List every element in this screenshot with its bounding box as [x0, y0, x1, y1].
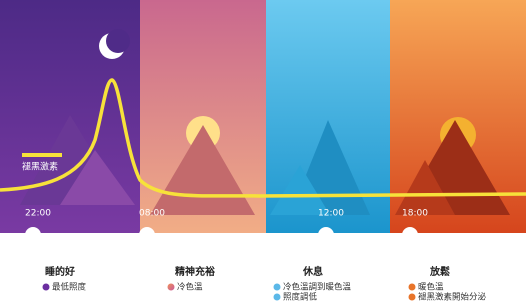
note: 最低照度	[52, 282, 87, 293]
time-marker	[25, 227, 41, 243]
time-label: 08:00	[139, 209, 165, 219]
note: 暖色溫	[418, 282, 444, 293]
note: 照度調低	[283, 292, 318, 303]
slot-title: 睡的好	[45, 265, 75, 278]
time-label: 22:00	[25, 209, 51, 219]
note-dot	[409, 284, 416, 291]
period-label: 黃昏	[423, 244, 443, 257]
time-marker	[402, 227, 418, 243]
period-label: 中午	[339, 244, 359, 257]
note: 冷色溫調到暖色溫	[283, 282, 352, 293]
time-label: 18:00	[402, 209, 428, 219]
moon-shadow	[106, 29, 130, 53]
period-label: 凌晨	[160, 244, 181, 257]
note-dot	[43, 284, 50, 291]
melatonin-legend-label: 褪黑激素	[22, 161, 58, 173]
note-dot	[274, 294, 281, 301]
infographic: 褪黑激素 22:00 夜晚睡的好最低照度 08:00 凌晨精神充裕冷色溫 12:00 中午…	[0, 0, 526, 306]
time-marker	[139, 227, 155, 243]
note-dot	[168, 284, 175, 291]
slot-title: 精神充裕	[175, 265, 215, 278]
note-dot	[274, 284, 281, 291]
note-dot	[409, 294, 416, 301]
time-label: 12:00	[318, 209, 344, 219]
slot-title: 休息	[302, 265, 323, 278]
period-label: 夜晚	[45, 244, 66, 257]
time-marker	[318, 227, 334, 243]
note: 冷色溫	[177, 282, 203, 293]
note: 褪黑激素開始分泌	[418, 292, 487, 303]
slot-title: 放鬆	[429, 265, 450, 278]
